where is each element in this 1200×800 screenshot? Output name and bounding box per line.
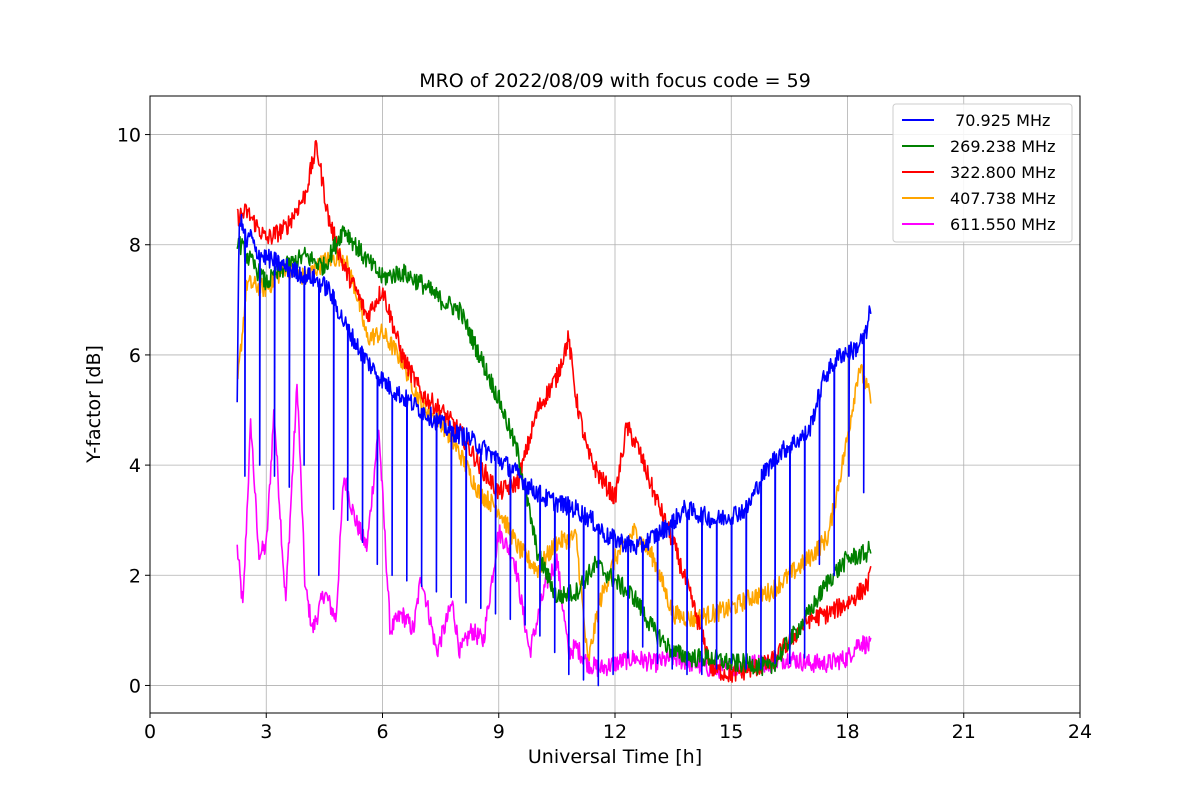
chart-title: MRO of 2022/08/09 with focus code = 59 [419,70,811,92]
x-tick-label: 9 [493,721,505,743]
legend-label: 322.800 MHz [950,163,1055,182]
legend-label: 407.738 MHz [950,189,1055,208]
legend-label: 269.238 MHz [950,137,1055,156]
x-tick-label: 15 [719,721,743,743]
y-tick-label: 8 [129,235,141,257]
x-tick-label: 24 [1068,721,1092,743]
legend-label: 611.550 MHz [950,215,1055,234]
y-axis-label: Y-factor [dB] [83,345,105,464]
series-layer [236,139,872,687]
legend-label: 70.925 MHz [950,111,1050,130]
y-tick-label: 0 [129,675,141,697]
x-tick-label: 18 [835,721,859,743]
legend-box [892,103,1073,243]
y-tick-label: 2 [129,565,141,587]
x-tick-label: 3 [260,721,272,743]
series-line [236,213,872,687]
x-tick-label: 0 [144,721,156,743]
x-tick-label: 6 [376,721,388,743]
x-tick-label: 12 [603,721,627,743]
x-axis-label: Universal Time [h] [528,746,702,768]
y-tick-label: 6 [129,345,141,367]
y-tick-label: 10 [117,125,141,147]
legend: 70.925 MHz 269.238 MHz 322.800 MHz 407.738 … [892,103,1073,243]
series-line [236,139,872,683]
x-tick-label: 21 [952,721,976,743]
y-tick-label: 4 [129,455,141,477]
